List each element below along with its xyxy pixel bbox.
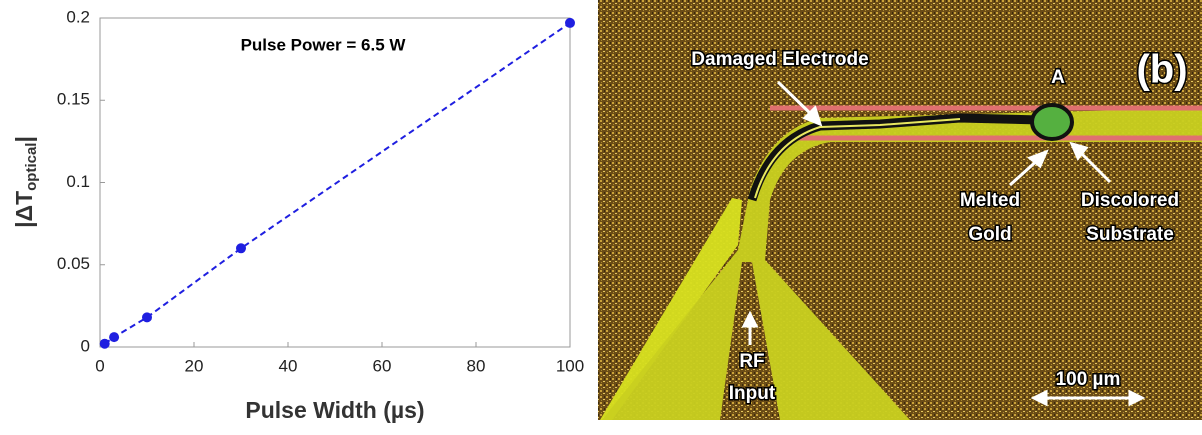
y-tick-label: 0.2 [66, 7, 90, 26]
figure: Pulse Power = 6.5 W Pulse Width (µs) |ΔT… [0, 0, 1202, 435]
label-rf: RF [739, 351, 764, 372]
label-discolored: Substrate [1086, 224, 1174, 245]
y-axis-title: |ΔToptical| [11, 136, 40, 228]
label-discolored: Discolored [1081, 190, 1179, 211]
melt-spot [1032, 105, 1072, 139]
y-title-part: | [11, 136, 37, 142]
x-axis-title: Pulse Width (µs) [245, 397, 424, 423]
x-tick-label: 80 [467, 356, 486, 375]
data-point [100, 339, 110, 349]
label-melted: Melted [960, 190, 1020, 211]
label-point: A [1051, 67, 1065, 88]
plot-frame [100, 18, 570, 347]
x-tick-label: 100 [556, 356, 584, 375]
x-tick-label: 20 [185, 356, 204, 375]
y-title-part: |ΔT [11, 191, 37, 228]
micrograph: Damaged Electrode A (b) Melted Gold Disc… [598, 0, 1202, 420]
data-point [236, 243, 246, 253]
fit-line [105, 23, 570, 344]
y-tick-label: 0.1 [66, 172, 90, 191]
y-tick-label: 0 [81, 336, 90, 355]
data-point [109, 332, 119, 342]
y-title-subscript: optical [23, 143, 40, 191]
x-tick-label: 60 [373, 356, 392, 375]
label-damaged: Damaged Electrode [691, 49, 868, 70]
label-melted: Gold [968, 224, 1011, 245]
data-point [565, 18, 575, 28]
y-tick-label: 0.15 [57, 90, 90, 109]
annotation: Pulse Power = 6.5 W [241, 35, 407, 54]
scale-label: 100 µm [1056, 369, 1121, 390]
label-rf: Input [729, 383, 776, 404]
y-tick-label: 0.05 [57, 254, 90, 273]
chart: Pulse Power = 6.5 W Pulse Width (µs) |ΔT… [11, 7, 584, 423]
panel-label: (b) [1136, 48, 1187, 92]
x-tick-label: 0 [95, 356, 104, 375]
data-point [142, 312, 152, 322]
x-tick-label: 40 [279, 356, 298, 375]
